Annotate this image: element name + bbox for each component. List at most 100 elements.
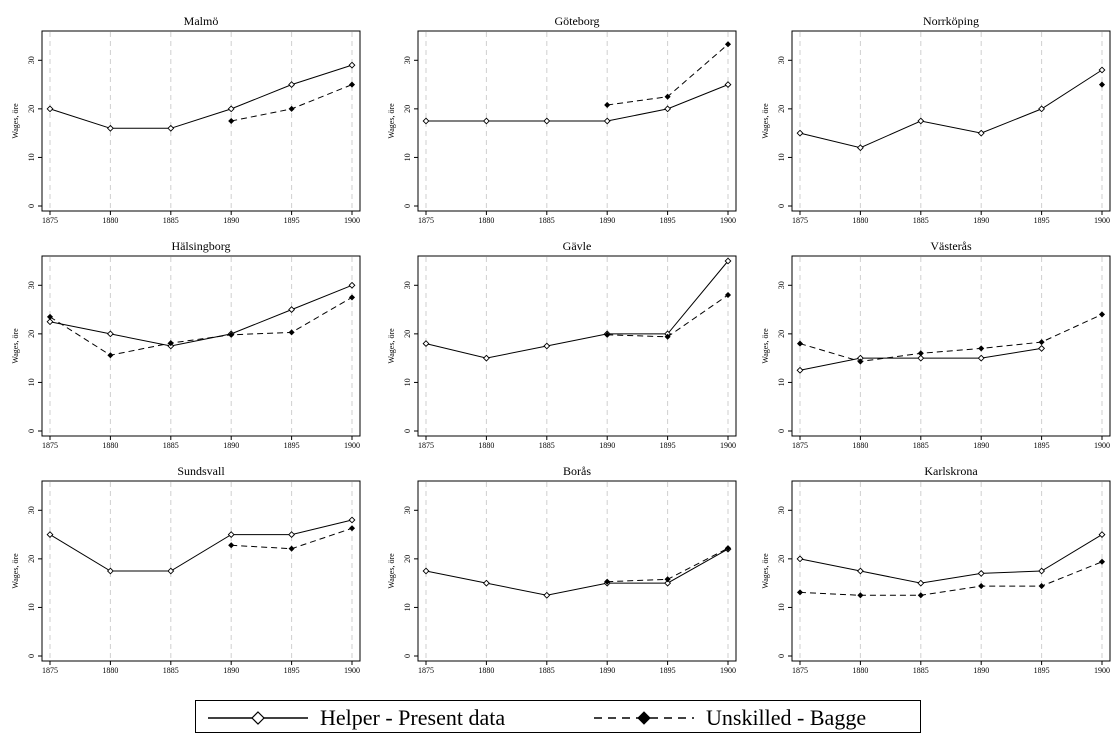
y-tick-label: 20 <box>777 555 786 563</box>
panel-title: Borås <box>563 464 591 478</box>
helper-point <box>422 340 430 348</box>
x-tick-label: 1885 <box>163 216 179 225</box>
helper-point <box>106 330 114 338</box>
unskilled-point <box>46 313 54 320</box>
unskilled-point <box>1098 311 1106 318</box>
x-tick-label: 1890 <box>223 216 239 225</box>
y-axis-label: Wages, öre <box>761 553 770 589</box>
legend-unskilled-label: Unskilled - Bagge <box>706 705 867 730</box>
y-axis-label: Wages, öre <box>387 553 396 589</box>
helper-series-line <box>426 84 729 122</box>
helper-point <box>482 354 490 362</box>
helper-point <box>348 61 356 69</box>
unskilled-point <box>107 352 114 359</box>
helper-point <box>543 117 551 125</box>
y-tick-label: 10 <box>403 603 412 611</box>
y-tick-label: 10 <box>403 153 412 161</box>
y-tick-label: 20 <box>27 105 36 113</box>
helper-point <box>917 117 925 125</box>
unskilled-point <box>724 291 732 299</box>
helper-point <box>1098 66 1106 74</box>
x-tick-label: 1900 <box>720 441 736 450</box>
y-axis-label: Wages, öre <box>387 328 396 364</box>
helper-point <box>288 306 296 314</box>
plot-frame <box>791 480 1111 662</box>
chart-panel: Sundsvall 1875 1880 1885 1890 1895 1900 0 10 20 30… <box>11 464 361 675</box>
unskilled-point <box>796 589 804 596</box>
panel-title: Göteborg <box>554 14 599 28</box>
y-tick-label: 20 <box>777 105 786 113</box>
x-tick-label: 1890 <box>599 216 615 225</box>
x-tick-label: 1880 <box>852 441 868 450</box>
x-tick-label: 1875 <box>418 216 434 225</box>
y-axis-label: Wages, öre <box>761 328 770 364</box>
chart-panel: Norrköping 1875 1880 1885 1890 1895 1900 0 10 20 3… <box>761 14 1111 225</box>
unskilled-point <box>348 81 356 88</box>
chart-panel: Borås 1875 1880 1885 1890 1895 1900 0 10 20 30 Wage… <box>387 464 737 675</box>
helper-series-line <box>49 284 353 347</box>
helper-point <box>227 531 235 539</box>
helper-point <box>46 531 54 539</box>
y-tick-label: 10 <box>777 153 786 161</box>
helper-point <box>288 531 296 539</box>
y-tick-label: 30 <box>403 56 412 64</box>
unskilled-point <box>978 583 985 590</box>
helper-point <box>288 81 296 89</box>
x-tick-label: 1895 <box>284 666 300 675</box>
unskilled-point <box>348 525 356 532</box>
x-tick-label: 1875 <box>792 441 808 450</box>
chart-panel: Gävle 1875 1880 1885 1890 1895 1900 0 10 20 30 Wage… <box>387 239 737 450</box>
x-tick-label: 1880 <box>102 441 118 450</box>
legend-unskilled-marker <box>594 710 694 725</box>
x-tick-label: 1895 <box>284 441 300 450</box>
y-tick-label: 0 <box>27 204 36 208</box>
y-tick-label: 0 <box>777 654 786 658</box>
y-tick-label: 20 <box>403 555 412 563</box>
x-tick-label: 1875 <box>42 441 58 450</box>
legend-item-helper: Helper - Present data <box>208 701 505 734</box>
helper-point <box>1038 105 1046 113</box>
x-tick-label: 1875 <box>792 666 808 675</box>
x-tick-label: 1895 <box>1034 216 1050 225</box>
unskilled-point <box>1038 339 1045 346</box>
helper-series-line <box>425 260 729 359</box>
x-tick-label: 1875 <box>418 666 434 675</box>
helper-series-line <box>799 534 1103 584</box>
chart-panel: Hälsingborg 1875 1880 1885 1890 1895 1900 0 10 20… <box>11 239 361 450</box>
y-tick-label: 10 <box>27 153 36 161</box>
helper-point <box>724 257 732 265</box>
helper-point <box>856 567 864 575</box>
unskilled-point <box>288 545 295 552</box>
y-tick-label: 10 <box>27 378 36 386</box>
unskilled-point <box>917 592 924 599</box>
unskilled-point <box>724 545 732 552</box>
unskilled-point <box>288 105 295 112</box>
y-tick-label: 20 <box>403 330 412 338</box>
panel-title: Sundsvall <box>177 464 225 478</box>
legend: Helper - Present data Unskilled - Bagge <box>195 700 921 733</box>
y-tick-label: 30 <box>27 56 36 64</box>
plot-frame <box>791 255 1111 437</box>
unskilled-point <box>664 93 671 100</box>
x-tick-label: 1875 <box>792 216 808 225</box>
helper-point <box>1098 531 1106 539</box>
plot-frame <box>41 30 361 212</box>
x-tick-label: 1890 <box>223 441 239 450</box>
x-tick-label: 1900 <box>720 666 736 675</box>
unskilled-point <box>604 578 611 585</box>
x-tick-label: 1885 <box>539 441 555 450</box>
helper-series-line <box>425 548 729 596</box>
x-tick-label: 1885 <box>163 441 179 450</box>
x-tick-label: 1880 <box>102 666 118 675</box>
x-tick-label: 1900 <box>344 666 360 675</box>
legend-helper-label: Helper - Present data <box>320 705 506 730</box>
x-tick-label: 1900 <box>1094 666 1110 675</box>
x-tick-label: 1880 <box>102 216 118 225</box>
helper-point <box>796 129 804 137</box>
chart-panel: Malmö 1875 1880 1885 1890 1895 1900 0 10 20 30 Wage… <box>11 14 361 225</box>
y-tick-label: 20 <box>27 555 36 563</box>
x-tick-label: 1900 <box>720 216 736 225</box>
x-tick-label: 1885 <box>913 666 929 675</box>
x-tick-label: 1895 <box>660 216 676 225</box>
helper-point <box>664 105 672 113</box>
